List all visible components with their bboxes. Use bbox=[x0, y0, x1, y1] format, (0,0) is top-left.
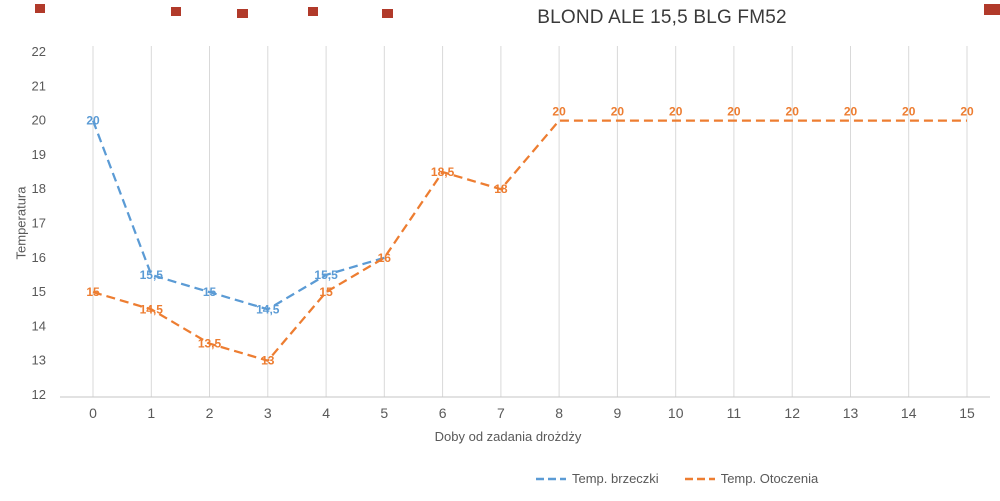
x-tick-label-11: 11 bbox=[727, 405, 742, 421]
y-tick-label-21: 21 bbox=[32, 78, 46, 93]
data-label-s1-x14: 20 bbox=[902, 105, 916, 119]
legend-label: Temp. Otoczenia bbox=[720, 471, 819, 486]
x-tick-label-4: 4 bbox=[322, 405, 330, 421]
x-tick-label-13: 13 bbox=[843, 405, 859, 421]
legend-item-0[interactable]: Temp. brzeczki bbox=[536, 471, 659, 486]
data-label-s1-x1: 14,5 bbox=[140, 302, 164, 316]
y-tick-label-16: 16 bbox=[32, 250, 46, 265]
data-label-s1-x15: 20 bbox=[960, 105, 974, 119]
x-tick-label-14: 14 bbox=[901, 405, 917, 421]
data-label-s1-x0: 15 bbox=[86, 285, 100, 299]
x-tick-label-2: 2 bbox=[206, 405, 214, 421]
x-tick-label-0: 0 bbox=[89, 405, 97, 421]
y-tick-label-22: 22 bbox=[32, 44, 46, 59]
series-line-0[interactable] bbox=[91, 120, 385, 311]
red-artifact-mark bbox=[984, 4, 1000, 15]
data-label-s0-x4: 15,5 bbox=[314, 268, 338, 282]
y-tick-label-20: 20 bbox=[32, 113, 46, 128]
data-label-s0-x2: 15 bbox=[203, 285, 217, 299]
x-tick-label-15: 15 bbox=[959, 405, 975, 421]
legend-item-1[interactable]: Temp. Otoczenia bbox=[684, 471, 819, 486]
data-label-s1-x4: 15 bbox=[319, 285, 333, 299]
y-tick-label-15: 15 bbox=[32, 284, 46, 299]
data-label-s1-x3: 13 bbox=[261, 354, 275, 368]
y-tick-label-17: 17 bbox=[32, 216, 46, 231]
x-axis-title: Doby od zadania drożdży bbox=[434, 429, 582, 444]
data-label-s0-x3: 14,5 bbox=[256, 302, 280, 316]
legend-line-marker-icon bbox=[536, 477, 566, 480]
red-artifact-mark bbox=[237, 9, 248, 18]
data-label-s1-x8: 20 bbox=[552, 105, 566, 119]
red-artifact-mark bbox=[171, 7, 181, 16]
data-label-s1-x5: 16 bbox=[378, 251, 392, 265]
data-label-s1-x12: 20 bbox=[786, 105, 800, 119]
red-artifact-mark bbox=[35, 4, 45, 13]
y-tick-label-19: 19 bbox=[32, 147, 46, 162]
data-label-s1-x6: 18,5 bbox=[431, 165, 455, 179]
data-label-s1-x7: 18 bbox=[494, 182, 508, 196]
x-tick-label-12: 12 bbox=[784, 405, 800, 421]
legend: Temp. brzeczki Temp. Otoczenia bbox=[536, 471, 818, 486]
y-tick-label-18: 18 bbox=[32, 181, 46, 196]
chart-title: BLOND ALE 15,5 BLG FM52 bbox=[537, 7, 787, 28]
x-tick-label-10: 10 bbox=[668, 405, 684, 421]
data-label-s1-x2: 13,5 bbox=[198, 337, 222, 351]
x-tick-label-8: 8 bbox=[555, 405, 563, 421]
y-tick-label-12: 12 bbox=[32, 387, 46, 402]
y-tick-label-14: 14 bbox=[32, 318, 46, 333]
y-tick-label-13: 13 bbox=[32, 353, 46, 368]
series-line-1[interactable] bbox=[92, 119, 967, 362]
data-label-s1-x11: 20 bbox=[727, 105, 741, 119]
data-label-s0-x1: 15,5 bbox=[140, 268, 164, 282]
legend-line-marker-icon bbox=[684, 477, 715, 480]
data-label-s1-x9: 20 bbox=[611, 105, 625, 119]
x-tick-label-5: 5 bbox=[380, 405, 388, 421]
x-tick-label-7: 7 bbox=[497, 405, 505, 421]
x-tick-label-1: 1 bbox=[147, 405, 155, 421]
x-tick-label-3: 3 bbox=[264, 405, 272, 421]
red-artifact-mark bbox=[308, 7, 318, 16]
legend-label: Temp. brzeczki bbox=[572, 471, 659, 486]
data-label-s1-x13: 20 bbox=[844, 105, 858, 119]
data-label-s1-x10: 20 bbox=[669, 105, 683, 119]
red-artifact-mark bbox=[382, 9, 393, 18]
x-tick-label-9: 9 bbox=[614, 405, 622, 421]
data-label-s0-x0: 20 bbox=[86, 114, 100, 128]
x-tick-label-6: 6 bbox=[439, 405, 447, 421]
